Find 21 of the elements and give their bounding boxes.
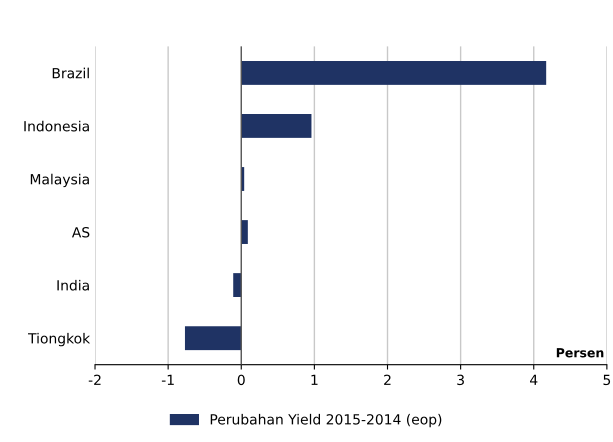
x-axis-title: Persen xyxy=(556,348,604,358)
bar xyxy=(241,220,248,244)
bar xyxy=(241,60,546,85)
x-tick-label: 4 xyxy=(530,374,538,385)
y-tick-label: Brazil xyxy=(52,68,89,78)
x-tick-label: 3 xyxy=(457,374,464,386)
y-tick-label: Indonesia xyxy=(24,120,89,132)
bar xyxy=(184,326,242,350)
x-tick-label: 0 xyxy=(238,374,245,386)
bar xyxy=(241,114,312,138)
bar xyxy=(233,273,242,298)
x-tick-label: 2 xyxy=(384,374,391,385)
x-tick-label: -1 xyxy=(162,374,174,385)
y-tick-label: India xyxy=(57,280,89,291)
y-tick-label: Malaysia xyxy=(30,174,89,188)
legend-label: Perubahan Yield 2015-2014 (eop) xyxy=(210,414,442,428)
y-tick-label: Tiongkok xyxy=(28,332,90,346)
x-tick-label: 5 xyxy=(604,374,610,386)
x-tick-label: 1 xyxy=(311,374,318,385)
y-tick-label: AS xyxy=(72,227,90,238)
x-tick-label: -2 xyxy=(88,374,101,385)
